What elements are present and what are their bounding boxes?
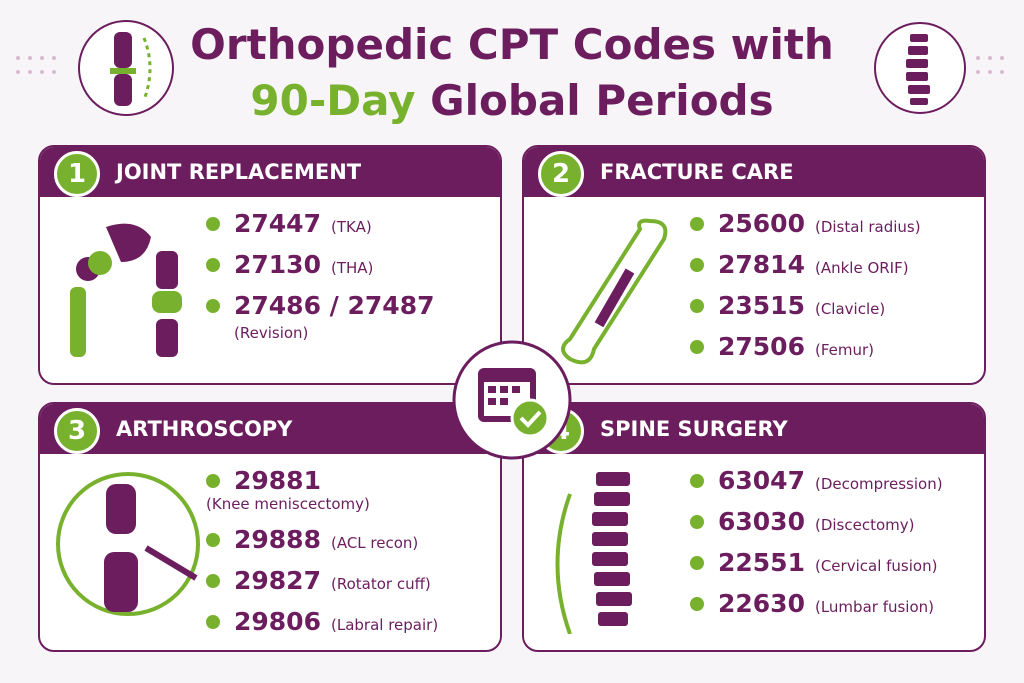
- code-item: 22630 (Lumbar fusion): [690, 589, 976, 618]
- code-description: (THA): [330, 259, 374, 277]
- section-title: SPINE SURGERY: [524, 404, 984, 454]
- section-card: 3 ARTHROSCOPY 29881 (Knee meniscectomy) 2988…: [38, 402, 502, 652]
- knee-badge: [78, 20, 174, 116]
- dots-right: [976, 56, 1004, 74]
- code-item: 23515 (Clavicle): [690, 291, 976, 320]
- code-item: 29806 (Labral repair): [206, 607, 492, 636]
- section-title: ARTHROSCOPY: [40, 404, 500, 454]
- section-icon: [56, 207, 196, 371]
- section-icon: [56, 464, 206, 628]
- section-card: 4SPINE SURGERY63047(Decompression)63030(…: [522, 402, 986, 652]
- cpt-code: 29881: [234, 466, 321, 495]
- cpt-code: 27506: [718, 332, 805, 361]
- cpt-code: 23515: [718, 291, 805, 320]
- code-item: 27447 (TKA): [206, 209, 492, 238]
- code-description: (Lumbar fusion): [814, 598, 935, 616]
- section-card: 1 JOINT REPLACEMENT 27447 (TKA) 27130 (THA) 27…: [38, 145, 502, 385]
- title-line1: Orthopedic CPT Codes with: [190, 20, 834, 69]
- cpt-code: 63047: [718, 466, 805, 495]
- section-title: JOINT REPLACEMENT: [40, 147, 500, 197]
- cpt-code: 63030: [718, 507, 805, 536]
- code-item: 29827 (Rotator cuff): [206, 566, 492, 595]
- code-item: 27486 / 27487 (Revision): [206, 291, 492, 342]
- cpt-code: 27130: [234, 250, 321, 279]
- code-description: (ACL recon): [330, 534, 419, 552]
- code-description: (Discectomy): [814, 516, 915, 534]
- bullet: [206, 573, 220, 588]
- code-item: 29888 (ACL recon): [206, 525, 492, 554]
- code-description: (TKA): [330, 218, 372, 236]
- cpt-code: 27447: [234, 209, 321, 238]
- code-description: (Revision): [234, 324, 309, 342]
- item-list: 63047 (Decompression) 63030 (Discectomy) 225…: [690, 466, 976, 630]
- bullet: [690, 473, 704, 488]
- code-item: 63030 (Discectomy): [690, 507, 976, 536]
- section-number: 3: [54, 408, 100, 454]
- bullet: [206, 473, 220, 488]
- bullet: [690, 298, 704, 313]
- cpt-code: 29827: [234, 566, 321, 595]
- icon-graphic: [56, 472, 200, 616]
- code-description: (Distal radius): [814, 218, 921, 236]
- icon-graphic: [561, 218, 668, 365]
- section-title: FRACTURE CARE: [524, 147, 984, 197]
- code-description: (Ankle ORIF): [814, 259, 909, 277]
- section-number: 1: [54, 151, 100, 197]
- code-item: 27814 (Ankle ORIF): [690, 250, 976, 279]
- section-icon: [540, 207, 680, 371]
- section-number: 2: [538, 151, 584, 197]
- bullet: [206, 298, 220, 313]
- bullet: [690, 555, 704, 570]
- code-item: 25600 (Distal radius): [690, 209, 976, 238]
- bullet: [206, 257, 220, 272]
- item-list: 27447 (TKA) 27130 (THA) 27486 / 27487 (Revisi…: [206, 209, 492, 354]
- title-rest: Global Periods: [430, 76, 774, 125]
- cpt-code: 25600: [718, 209, 805, 238]
- bullet: [206, 532, 220, 547]
- cpt-code: 27486 / 27487: [234, 291, 435, 320]
- bullet: [690, 514, 704, 529]
- cpt-code: 22630: [718, 589, 805, 618]
- code-description: (Femur): [814, 341, 875, 359]
- bullet: [206, 216, 220, 231]
- code-description: (Rotator cuff): [330, 575, 431, 593]
- code-item: 27506 (Femur): [690, 332, 976, 361]
- bullet: [690, 596, 704, 611]
- code-description: (Cervical fusion): [814, 557, 938, 575]
- spine-badge: [874, 22, 966, 114]
- icon-graphic: [555, 472, 632, 635]
- code-item: 29881 (Knee meniscectomy): [206, 466, 492, 513]
- cpt-code: 29888: [234, 525, 321, 554]
- item-list: 25600 (Distal radius) 27814 (Ankle ORIF) 235…: [690, 209, 976, 373]
- dots-left: [16, 56, 56, 74]
- code-item: 27130 (THA): [206, 250, 492, 279]
- code-description: (Knee meniscectomy): [206, 495, 370, 513]
- bullet: [690, 339, 704, 354]
- bullet: [690, 257, 704, 272]
- section-card: 2 FRACTURE CARE 25600 (Distal radius) 27814 (…: [522, 145, 986, 385]
- code-item: 63047 (Decompression): [690, 466, 976, 495]
- item-list: 29881 (Knee meniscectomy) 29888 (ACL recon)…: [206, 466, 492, 648]
- cpt-code: 27814: [718, 250, 805, 279]
- code-item: 22551 (Cervical fusion): [690, 548, 976, 577]
- bullet: [690, 216, 704, 231]
- bullet: [206, 614, 220, 629]
- cpt-code: 22551: [718, 548, 805, 577]
- code-description: (Labral repair): [330, 616, 439, 634]
- cpt-code: 29806: [234, 607, 321, 636]
- code-description: (Decompression): [814, 475, 943, 493]
- code-description: (Clavicle): [814, 300, 886, 318]
- title-highlight: 90-Day: [250, 76, 416, 125]
- icon-graphic: [70, 223, 182, 357]
- section-icon: [540, 464, 680, 638]
- title-line2: 90-Day Global Periods: [0, 80, 1024, 122]
- calendar-badge: [452, 340, 572, 460]
